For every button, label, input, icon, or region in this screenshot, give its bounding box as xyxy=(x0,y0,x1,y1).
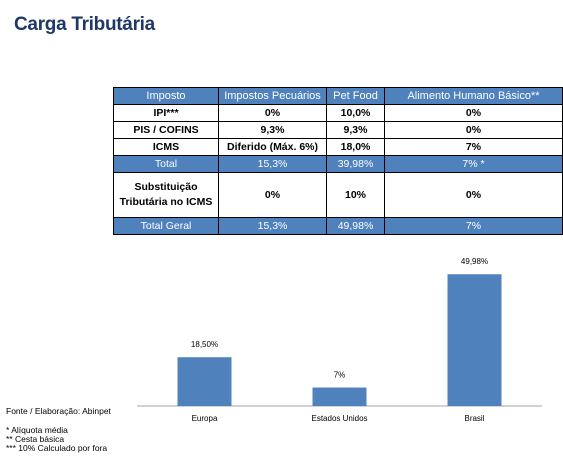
table-cell: 0% xyxy=(384,172,563,218)
table-cell: 7% xyxy=(384,138,563,156)
table-cell: Substituição Tributária no ICMS xyxy=(113,172,219,218)
bar-brasil xyxy=(447,274,502,406)
table-cell: 10% xyxy=(326,172,385,218)
source-note: Fonte / Elaboração: Abinpet xyxy=(6,406,111,416)
table-cell: 9,3% xyxy=(326,121,385,139)
header-alimento-humano: Alimento Humano Básico** xyxy=(384,87,563,105)
table-cell: ICMS xyxy=(113,138,219,156)
bars-group: 18,50% Europa 7% Estados Unidos 49,98% Brasil xyxy=(177,257,502,423)
page-title: Carga Tributária xyxy=(14,14,155,35)
footnote: ** Cesta básica xyxy=(6,434,65,444)
table-cell: 10,0% xyxy=(326,104,385,122)
header-pet-food: Pet Food xyxy=(326,87,385,105)
table-cell: 18,0% xyxy=(326,138,385,156)
x-tick-label: Estados Unidos xyxy=(311,414,367,423)
footnote: * Alíquota média xyxy=(6,425,68,435)
table-cell: 39,98% xyxy=(326,155,385,173)
header-impostos-pecuarios: Impostos Pecuários xyxy=(218,87,327,105)
notes: Fonte / Elaboração: Abinpet * Alíquota m… xyxy=(6,407,111,453)
x-tick-label: Brasil xyxy=(464,414,484,423)
table-row: Substituição Tributária no ICMS 0% 10% 0… xyxy=(113,172,563,218)
table-row: IPI*** 0% 10,0% 0% xyxy=(113,104,563,122)
table-cell: 15,3% xyxy=(218,155,327,173)
table-cell: 9,3% xyxy=(218,121,327,139)
data-label: 18,50% xyxy=(191,340,218,349)
table-cell: Diferido (Máx. 6%) xyxy=(218,138,327,156)
tax-table: Imposto Impostos Pecuários Pet Food Alim… xyxy=(113,87,563,235)
bar-estados-unidos xyxy=(312,387,367,406)
table-cell: IPI*** xyxy=(113,104,219,122)
table-cell: 49,98% xyxy=(326,217,385,235)
bar-chart: 18,50% Europa 7% Estados Unidos 49,98% Brasil xyxy=(137,257,542,423)
table-row: ICMS Diferido (Máx. 6%) 18,0% 7% xyxy=(113,138,563,156)
table-cell: 7% * xyxy=(384,155,563,173)
data-label: 7% xyxy=(334,371,346,380)
bar-europa xyxy=(177,357,232,406)
table-cell: 7% xyxy=(384,217,563,235)
table-header-row: Imposto Impostos Pecuários Pet Food Alim… xyxy=(113,87,563,105)
x-tick-label: Europa xyxy=(192,414,218,423)
table-cell: 15,3% xyxy=(218,217,327,235)
table-grand-total-row: Total Geral 15,3% 49,98% 7% xyxy=(113,217,563,235)
table-cell: Total xyxy=(113,155,219,173)
footnote: *** 10% Calculado por fora xyxy=(6,443,108,453)
table-cell: 0% xyxy=(218,104,327,122)
table-row: PIS / COFINS 9,3% 9,3% 0% xyxy=(113,121,563,139)
table-total-row: Total 15,3% 39,98% 7% * xyxy=(113,155,563,173)
table-cell: 0% xyxy=(218,172,327,218)
table-cell: 0% xyxy=(384,104,563,122)
table-cell: Total Geral xyxy=(113,217,219,235)
table-cell: 0% xyxy=(384,121,563,139)
data-label: 49,98% xyxy=(461,257,488,266)
header-imposto: Imposto xyxy=(113,87,219,105)
table-cell: PIS / COFINS xyxy=(113,121,219,139)
